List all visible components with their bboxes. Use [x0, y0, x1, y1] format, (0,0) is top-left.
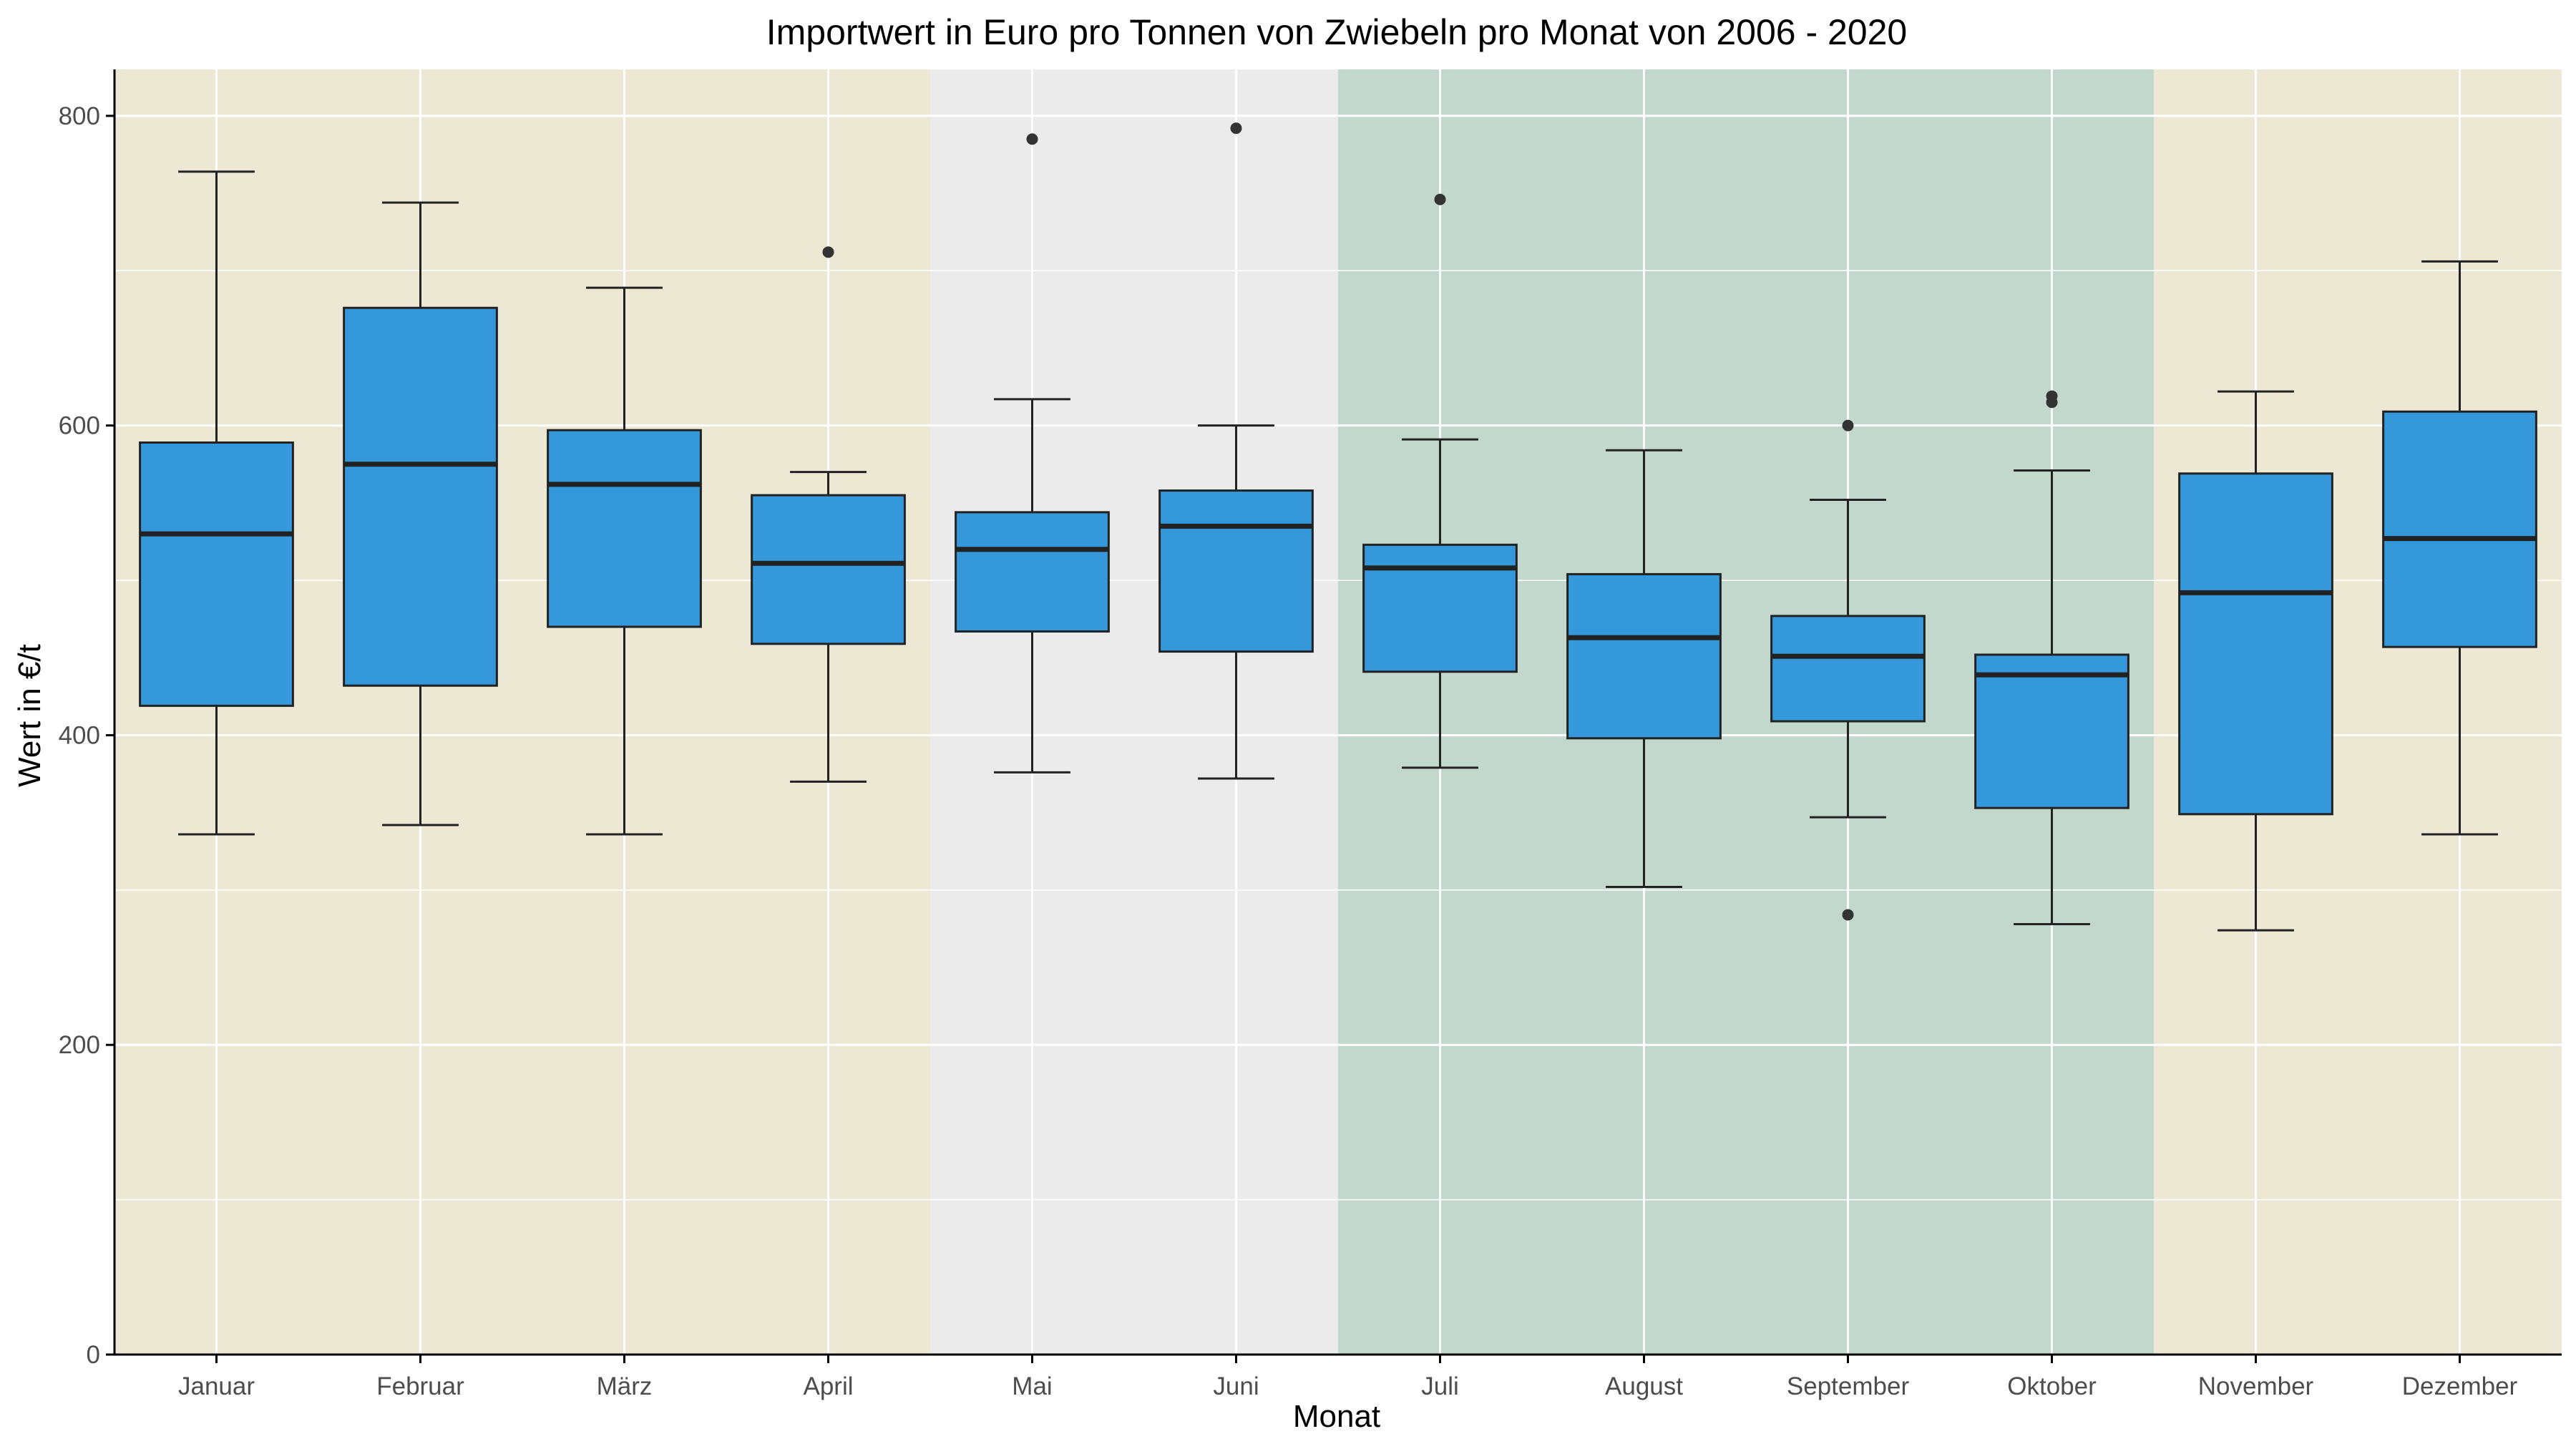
box-body-maerz — [547, 429, 702, 628]
box-september — [1770, 419, 1926, 921]
box-april — [751, 246, 906, 783]
box-body-august — [1566, 572, 1722, 740]
x-tick-label-juni: Juni — [1213, 1372, 1259, 1400]
x-tick-label-januar: Januar — [178, 1372, 255, 1400]
outlier-juni-1 — [1230, 122, 1242, 135]
x-tick-label-september: September — [1787, 1372, 1910, 1400]
y-tick-label-400: 400 — [59, 721, 100, 749]
x-tick-label-februar: Februar — [376, 1372, 464, 1400]
box-dezember — [2382, 260, 2537, 836]
y-tick-label-200: 200 — [59, 1031, 100, 1059]
box-body-februar — [343, 306, 498, 687]
box-body-oktober — [1974, 653, 2129, 809]
box-body-september — [1770, 615, 1926, 723]
x-tick-label-maerz: März — [597, 1372, 653, 1400]
x-axis-ticks: Januar Februar März April Mai Juni Juli August S… — [178, 1355, 2518, 1400]
box-body-januar — [139, 441, 294, 707]
chart-title: Importwert in Euro pro Tonnen von Zwiebe… — [766, 12, 1907, 52]
box-body-juli — [1362, 543, 1518, 673]
background-band-1 — [114, 69, 930, 1355]
outlier-oktober-2 — [2046, 396, 2058, 409]
box-body-juni — [1158, 489, 1314, 653]
y-axis-ticks: 0 200 400 600 800 — [59, 102, 114, 1369]
axes — [113, 69, 2562, 1356]
x-axis-title: Monat — [1293, 1399, 1380, 1434]
box-maerz — [547, 286, 702, 836]
x-tick-label-april: April — [803, 1372, 853, 1400]
y-tick-label-800: 800 — [59, 102, 100, 130]
background-band-2 — [930, 69, 1338, 1355]
x-tick-label-oktober: Oktober — [2007, 1372, 2097, 1400]
box-juli — [1362, 193, 1518, 769]
box-oktober — [1974, 390, 2129, 925]
box-body-mai — [955, 511, 1110, 633]
outlier-september-2 — [1842, 909, 1854, 921]
x-tick-label-november: November — [2198, 1372, 2314, 1400]
outlier-juli-1 — [1434, 193, 1446, 205]
box-januar — [139, 170, 294, 836]
y-tick-label-0: 0 — [87, 1341, 100, 1369]
box-body-november — [2178, 472, 2333, 816]
box-series — [139, 122, 2537, 932]
box-juni — [1158, 122, 1314, 780]
box-november — [2178, 390, 2333, 932]
box-body-dezember — [2382, 410, 2537, 648]
box-februar — [343, 201, 498, 826]
y-axis-title: Wert in €/t — [12, 644, 47, 787]
outlier-september-1 — [1842, 419, 1854, 431]
box-body-april — [751, 494, 906, 645]
outlier-april-1 — [822, 246, 834, 258]
x-tick-label-juli: Juli — [1421, 1372, 1459, 1400]
x-tick-label-dezember: Dezember — [2402, 1372, 2518, 1400]
box-august — [1566, 449, 1722, 889]
outlier-mai-1 — [1026, 133, 1038, 145]
x-tick-label-mai: Mai — [1012, 1372, 1052, 1400]
box-mai — [955, 133, 1110, 774]
y-tick-label-600: 600 — [59, 412, 100, 440]
x-tick-label-august: August — [1605, 1372, 1683, 1400]
